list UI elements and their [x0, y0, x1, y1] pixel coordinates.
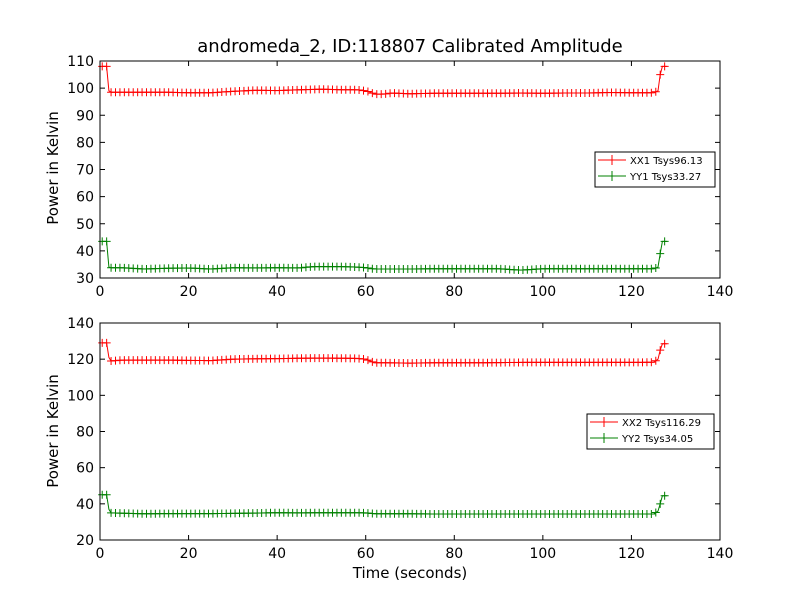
data-point-1-0-60: [363, 356, 372, 365]
data-point-1-1-1: [102, 490, 111, 499]
y-tick-label-1-1: 40: [76, 497, 94, 513]
y-tick-label-0-5: 80: [76, 135, 94, 151]
y-tick-label-0-3: 60: [76, 190, 94, 206]
data-point-0-0-59: [359, 86, 368, 95]
data-point-1-0-61: [368, 357, 377, 366]
data-point-1-0-1: [102, 338, 111, 347]
top-subplot: andromeda_2, ID:118807 Calibrated Amplit…: [44, 36, 733, 300]
y-tick-label-1-6: 140: [67, 316, 94, 332]
data-point-0-0-127: [660, 62, 669, 71]
data-point-0-0-126: [656, 70, 665, 79]
data-point-1-1-124: [647, 509, 656, 518]
data-point-1-0-127: [660, 339, 669, 348]
x-tick-label-0-5: 100: [529, 284, 556, 300]
x-tick-label-0-3: 60: [357, 284, 375, 300]
bottom-plot-area: [98, 338, 669, 518]
data-point-1-0-124: [647, 358, 656, 367]
data-point-0-0-64: [381, 89, 390, 98]
data-point-0-0-60: [363, 87, 372, 96]
x-tick-label-1-3: 60: [357, 546, 375, 562]
data-point-1-1-125: [651, 508, 660, 517]
x-tick-label-0-2: 40: [268, 284, 286, 300]
x-tick-label-1-0: 0: [96, 546, 105, 562]
y-tick-label-1-4: 100: [67, 388, 94, 404]
data-point-0-0-125: [651, 87, 660, 96]
y-tick-label-1-5: 120: [67, 352, 94, 368]
x-tick-label-1-1: 20: [180, 546, 198, 562]
top-ticks: 0 20 40 60 80 100 120 140 30 40 50 60 70 80 90 100 110: [67, 54, 733, 300]
x-tick-label-1-5: 100: [529, 546, 556, 562]
x-tick-label-0-0: 0: [96, 284, 105, 300]
x-tick-label-1-4: 80: [445, 546, 463, 562]
data-point-0-1-1: [102, 237, 111, 246]
top-chart-title: andromeda_2, ID:118807 Calibrated Amplit…: [197, 36, 623, 57]
y-tick-label-0-4: 70: [76, 163, 94, 179]
data-point-1-0-126: [656, 346, 665, 355]
top-plot-area: [98, 62, 669, 274]
x-tick-label-1-6: 120: [618, 546, 645, 562]
data-point-0-1-125: [651, 263, 660, 272]
data-point-1-1-126: [656, 499, 665, 508]
bottom-legend-label-xx2: XX2 Tsys116.29: [622, 418, 701, 429]
x-tick-label-0-4: 80: [445, 284, 463, 300]
data-point-0-0-58: [355, 86, 364, 95]
top-legend-box: [594, 151, 716, 188]
data-point-0-0-124: [647, 88, 656, 97]
y-tick-label-1-0: 20: [76, 533, 94, 549]
y-tick-label-0-2: 50: [76, 217, 94, 233]
y-tick-label-0-8: 110: [67, 54, 94, 70]
x-tick-label-0-7: 140: [707, 284, 734, 300]
data-point-1-0-125: [651, 356, 660, 365]
x-tick-label-1-7: 140: [707, 546, 734, 562]
top-legend-label-xx1: XX1 Tsys96.13: [630, 156, 703, 167]
y-tick-label-1-3: 80: [76, 425, 94, 441]
data-point-0-1-126: [656, 249, 665, 258]
top-y-axis-label: Power in Kelvin: [44, 111, 62, 225]
data-point-0-1-127: [660, 237, 669, 246]
x-tick-label-1-2: 40: [268, 546, 286, 562]
y-tick-label-0-0: 30: [76, 271, 94, 287]
data-point-1-0-59: [359, 354, 368, 363]
bottom-subplot: Power in Kelvin Time (seconds) 0 20 40 60 80…: [44, 316, 733, 582]
data-point-0-1-124: [647, 264, 656, 273]
y-tick-label-0-6: 90: [76, 108, 94, 124]
x-tick-label-0-1: 20: [180, 284, 198, 300]
x-tick-label-0-6: 120: [618, 284, 645, 300]
y-tick-label-0-1: 40: [76, 244, 94, 260]
bottom-legend-box: [586, 413, 715, 450]
data-point-1-1-127: [660, 491, 669, 500]
bottom-y-axis-label: Power in Kelvin: [44, 374, 62, 488]
top-legend: XX1 Tsys96.13 YY1 Tsys33.27: [594, 151, 716, 188]
data-point-0-1-60: [363, 264, 372, 273]
bottom-legend-label-yy2: YY2 Tsys34.05: [621, 434, 693, 445]
data-point-0-0-61: [368, 89, 377, 98]
y-tick-label-1-2: 60: [76, 461, 94, 477]
y-tick-label-0-7: 100: [67, 81, 94, 97]
top-legend-label-yy1: YY1 Tsys33.27: [629, 172, 701, 183]
data-point-0-0-1: [102, 62, 111, 71]
bottom-x-axis-label: Time (seconds): [352, 564, 468, 582]
bottom-legend: XX2 Tsys116.29 YY2 Tsys34.05: [586, 413, 715, 450]
